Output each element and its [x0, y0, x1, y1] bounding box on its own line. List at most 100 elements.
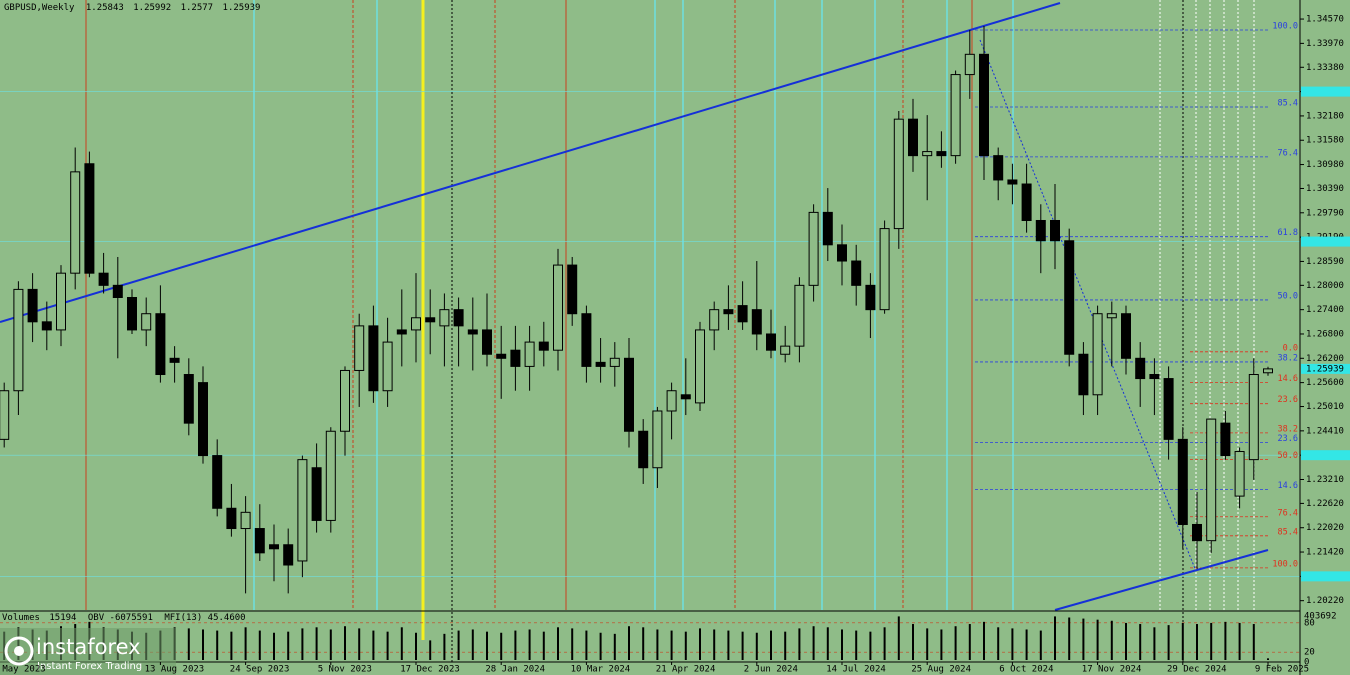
y-tick-label: 1.28000: [1306, 281, 1344, 291]
fib-label: 61.8: [1278, 228, 1298, 238]
candle-body: [425, 317, 436, 323]
x-tick-label: 9 Feb 2025: [1255, 665, 1309, 675]
candle-body: [254, 528, 265, 554]
candle-body: [467, 329, 478, 335]
obv: OBV -6075591: [88, 613, 153, 623]
candle-body: [1149, 374, 1160, 380]
candle-body: [1035, 219, 1046, 242]
candle-body: [666, 390, 677, 412]
candle-body: [56, 272, 66, 331]
candle-body: [496, 353, 507, 359]
y-tick-label: 1.25010: [1306, 402, 1344, 412]
symbol: GBPUSD,Weekly: [4, 3, 75, 13]
candles: [0, 25, 1273, 660]
mfi-tick-label: 80: [1304, 618, 1315, 628]
candle-body: [1234, 451, 1245, 497]
fib-label: 0.0: [1283, 343, 1298, 353]
low: 1.2577: [181, 3, 214, 13]
candle-body: [1050, 219, 1060, 242]
logo-icon: [4, 636, 34, 666]
y-tick-label: 1.23210: [1306, 475, 1344, 485]
candle-body: [297, 459, 308, 562]
fib-label: 85.4: [1278, 99, 1298, 109]
candle-body: [198, 382, 208, 457]
candle-body: [893, 118, 904, 230]
y-tick-label: 1.24410: [1306, 426, 1344, 436]
candle-body: [510, 349, 521, 367]
current-price-box: [1301, 363, 1350, 374]
fib-label: 76.4: [1278, 148, 1298, 158]
candle-body: [581, 313, 592, 367]
candle-body: [964, 53, 975, 76]
candle-body: [652, 410, 663, 469]
candle-body: [908, 118, 918, 157]
mfi: MFI(13) 45.4600: [164, 613, 245, 623]
y-tick-label: 1.28590: [1306, 257, 1344, 267]
candle-body: [922, 151, 933, 157]
candle-body: [1206, 418, 1217, 542]
candle-body: [879, 228, 890, 311]
brand: instaforex: [36, 635, 141, 659]
candle-body: [396, 329, 407, 335]
price-highlight: [1301, 571, 1350, 582]
mfi-tick-label: 20: [1304, 648, 1315, 658]
candle-body: [311, 467, 322, 521]
y-tick-label: 1.33380: [1306, 63, 1344, 73]
candle-body: [84, 163, 95, 274]
x-tick-label: 14 Jul 2024: [826, 665, 886, 675]
volume-axis-label: 403692: [1304, 612, 1337, 622]
price-highlight: [1301, 86, 1350, 97]
fib-label: 14.6: [1278, 481, 1298, 491]
candle-body: [354, 325, 365, 371]
fib-label: 100.0: [1272, 21, 1298, 31]
y-tick-label: 1.22020: [1306, 523, 1344, 533]
candle-body: [567, 264, 578, 315]
x-tick-label: 10 Mar 2024: [571, 665, 631, 675]
open: 1.25843: [86, 3, 124, 13]
brand-tagline: Instant Forex Trading: [37, 661, 142, 672]
trendline: [0, 2, 1061, 323]
fib-label: 14.6: [1278, 374, 1298, 384]
y-tick-label: 1.30390: [1306, 184, 1344, 194]
candle-body: [1177, 438, 1188, 525]
high: 1.25992: [133, 3, 171, 13]
candle-body: [453, 309, 464, 327]
candle-body: [1135, 357, 1146, 380]
candle-body: [212, 455, 223, 509]
candle-body: [141, 313, 152, 331]
candle-body: [183, 374, 194, 424]
candle-body: [1248, 374, 1259, 461]
y-tick-label: 1.25600: [1306, 378, 1344, 388]
candle-body: [112, 284, 123, 299]
candle-body: [1021, 183, 1032, 221]
candle-body: [1064, 240, 1075, 355]
candle-body: [27, 288, 38, 323]
candle-body: [808, 211, 819, 286]
candle-body: [169, 357, 180, 363]
candle-body: [595, 361, 606, 367]
candle-body: [766, 333, 776, 351]
candle-body: [865, 284, 876, 311]
candle-body: [226, 507, 237, 530]
candle-body: [382, 341, 393, 392]
candle-body: [737, 305, 748, 323]
y-tick-label: 1.26200: [1306, 354, 1344, 364]
x-tick-label: 13 Aug 2023: [145, 665, 205, 675]
candle-body: [695, 329, 705, 404]
candle-body: [851, 260, 862, 286]
y-tick-label: 1.26800: [1306, 329, 1344, 339]
y-tick-label: 1.22620: [1306, 499, 1344, 509]
wave-line: [979, 39, 1197, 572]
y-tick-label: 1.34570: [1306, 15, 1344, 25]
logo-backdrop: [0, 628, 176, 675]
fib-label: 100.0: [1272, 559, 1298, 569]
x-tick-label: 21 Apr 2024: [656, 665, 716, 675]
candle-body: [155, 313, 166, 376]
candle-body: [325, 430, 336, 521]
fib-label: 76.4: [1278, 508, 1298, 518]
candle-body: [723, 309, 734, 315]
fib-label: 50.0: [1278, 291, 1298, 301]
candle-body: [482, 329, 492, 355]
y-tick-label: 1.30980: [1306, 160, 1344, 170]
